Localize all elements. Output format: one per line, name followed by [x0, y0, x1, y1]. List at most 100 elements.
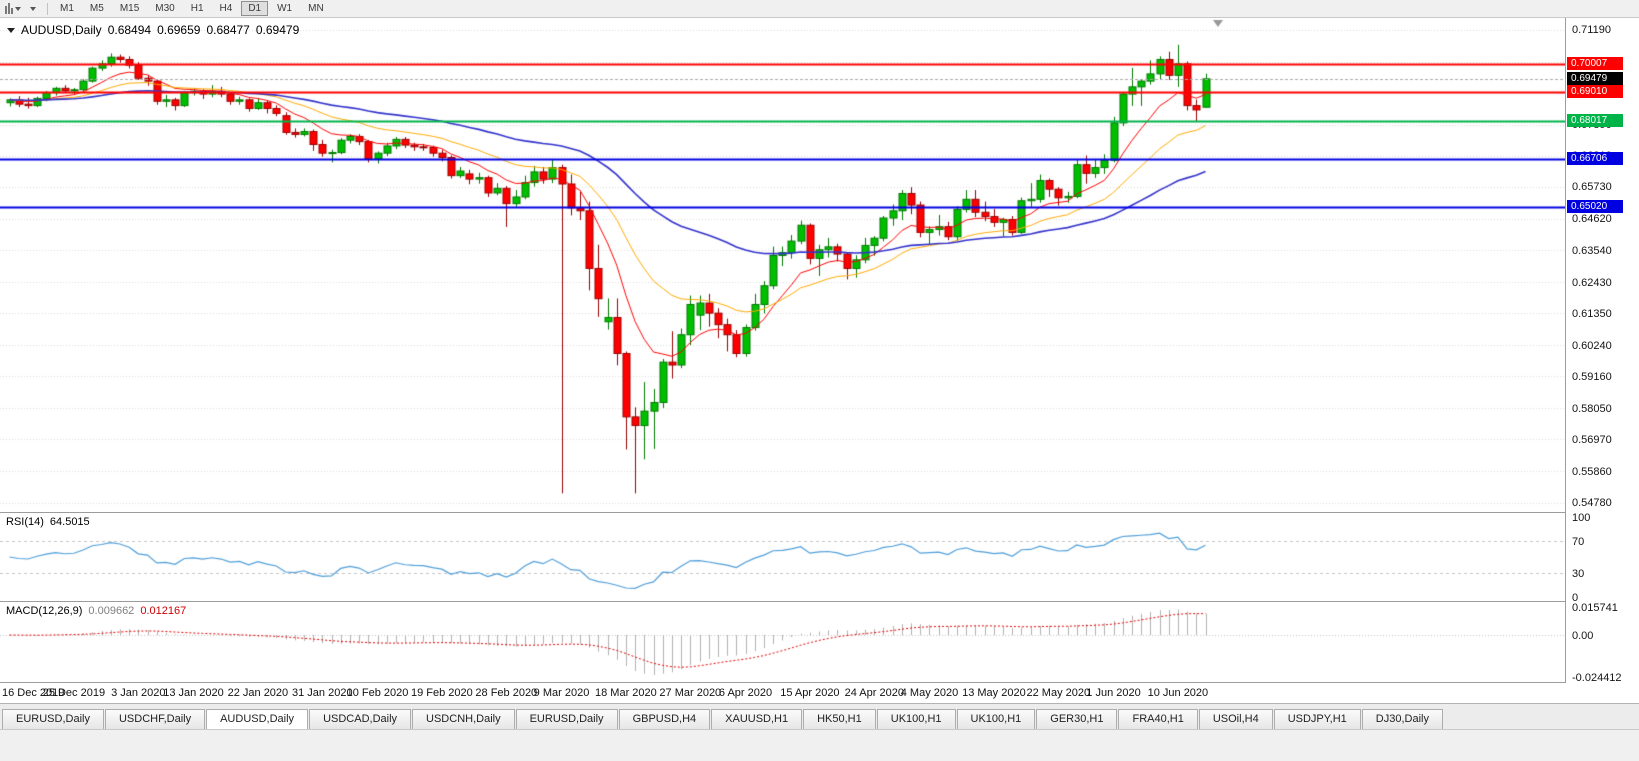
macd-main-value: 0.009662	[88, 605, 135, 617]
price-axis-tick: 0.59160	[1572, 370, 1612, 383]
panel-separator[interactable]	[0, 601, 1639, 602]
price-axis-tick: 0.56970	[1572, 433, 1612, 446]
date-label: 18 Mar 2020	[595, 687, 657, 699]
rsi-name: RSI(14)	[6, 516, 44, 528]
hline-price-tag: 0.70007	[1567, 56, 1623, 70]
chart-area: AUDUSD,Daily 0.68494 0.69659 0.68477 0.6…	[0, 18, 1639, 684]
timeframe-button-w1[interactable]: W1	[277, 3, 293, 14]
date-label: 19 Feb 2020	[411, 687, 473, 699]
rsi-axis-tick: 100	[1572, 511, 1591, 524]
chart-tab-uk100-h1[interactable]: UK100,H1	[956, 709, 1036, 729]
timeframe-button-d1[interactable]: D1	[241, 1, 269, 16]
date-label: 6 Apr 2020	[718, 687, 773, 699]
macd-chart-canvas[interactable]	[0, 602, 1565, 682]
hline-price-tag: 0.65020	[1567, 200, 1623, 214]
chart-title: AUDUSD,Daily 0.68494 0.69659 0.68477 0.6…	[7, 23, 299, 37]
date-label: 1 Jun 2020	[1086, 687, 1141, 699]
chart-tab-eurusd-daily[interactable]: EURUSD,Daily	[515, 709, 618, 729]
date-label: 16 Dec 2019	[2, 687, 65, 699]
chart-tab-usdcnh-daily[interactable]: USDCNH,Daily	[412, 709, 515, 729]
date-label: 22 May 2020	[1026, 687, 1091, 699]
date-label: 10 Feb 2020	[346, 687, 409, 699]
timeframe-button-mn[interactable]: MN	[308, 3, 324, 14]
price-axis-tick: 0.54780	[1572, 497, 1612, 509]
chart-style-icon[interactable]	[3, 2, 23, 16]
chart-symbol-period: AUDUSD,Daily	[21, 23, 102, 37]
date-label: 15 Apr 2020	[780, 687, 840, 699]
price-chart-canvas[interactable]	[0, 18, 1565, 512]
symbol-dropdown-icon[interactable]	[7, 28, 15, 33]
price-axis-tick: 0.65730	[1572, 181, 1612, 194]
rsi-value: 64.5015	[49, 516, 90, 528]
chart-tab-uk100-h1[interactable]: UK100,H1	[876, 709, 956, 729]
chevron-down-icon	[15, 6, 21, 11]
chart-tab-xauusd-h1[interactable]: XAUUSD,H1	[711, 709, 803, 729]
date-label: 27 Mar 2020	[659, 687, 722, 699]
rsi-axis-tick: 70	[1572, 535, 1585, 548]
date-label: 22 Jan 2020	[227, 687, 289, 699]
timeframe-button-h1[interactable]: H1	[190, 3, 204, 14]
chart-tab-fra40-h1[interactable]: FRA40,H1	[1118, 709, 1198, 729]
chart-tab-usdcad-daily[interactable]: USDCAD,Daily	[309, 709, 412, 729]
date-label: 3 Jan 2020	[111, 687, 166, 699]
price-axis-tick: 0.61350	[1572, 307, 1612, 320]
price-axis-tick: 0.64620	[1572, 213, 1612, 226]
date-label: 13 May 2020	[962, 687, 1026, 699]
chart-tab-gbpusd-h4[interactable]: GBPUSD,H4	[618, 709, 711, 729]
time-axis[interactable]: 16 Dec 2019 25 Dec 2019 3 Jan 2020 13 Jan 2…	[0, 683, 1639, 703]
panel-separator	[0, 682, 1639, 683]
macd-axis-tick: 0.00	[1572, 629, 1594, 642]
price-axis-tick: 0.63540	[1572, 244, 1612, 257]
hline-price-tag: 0.68017	[1567, 113, 1623, 127]
macd-signal-value: 0.012167	[140, 605, 187, 617]
timeframe-button-m1[interactable]: M1	[60, 3, 74, 14]
ohlc-low-value: 0.68477	[206, 23, 250, 37]
chart-tab-dj30-daily[interactable]: DJ30,Daily	[1361, 709, 1443, 729]
price-axis-tick: 0.58050	[1572, 402, 1612, 415]
date-label: 28 Feb 2020	[475, 687, 538, 699]
hline-price-tag: 0.66706	[1567, 151, 1623, 165]
price-axis-tick: 0.55860	[1572, 465, 1612, 478]
date-label: 13 Jan 2020	[163, 687, 224, 699]
status-bar-area	[0, 729, 1639, 761]
chart-tab-eurusd-daily[interactable]: EURUSD,Daily	[2, 709, 104, 729]
price-axis-tick: 0.62430	[1572, 276, 1612, 289]
macd-indicator-label: MACD(12,26,9) 0.009662 0.012167	[6, 605, 186, 617]
timeframes-menu-icon[interactable]	[23, 2, 43, 16]
macd-axis-tick: 0.015741	[1572, 602, 1618, 615]
panel-separator[interactable]	[0, 512, 1639, 513]
timeframe-button-m5[interactable]: M5	[89, 3, 104, 14]
price-axis[interactable]: 0.711900.700800.689700.678900.668100.657…	[1565, 18, 1639, 684]
macd-axis-tick: -0.024412	[1572, 671, 1622, 684]
rsi-indicator-label: RSI(14) 64.5015	[6, 516, 90, 528]
chart-tab-usdchf-daily[interactable]: USDCHF,Daily	[104, 709, 206, 729]
timeframe-button-m30[interactable]: M30	[155, 3, 175, 14]
ohlc-high-value: 0.69659	[157, 23, 201, 37]
chart-tab-usoil-h4[interactable]: USOil,H4	[1198, 709, 1273, 729]
toolbar-separator	[47, 2, 48, 15]
hline-price-tag: 0.69010	[1567, 85, 1623, 99]
chevron-down-icon	[30, 6, 36, 11]
timeframe-buttons: M1 M5 M15 M30 H1 H4 D1 W1 MN	[52, 1, 332, 16]
chart-tab-hk50-h1[interactable]: HK50,H1	[803, 709, 876, 729]
rsi-chart-canvas[interactable]	[0, 513, 1565, 601]
bar-chart-glyph	[5, 3, 13, 14]
chart-tab-audusd-daily[interactable]: AUDUSD,Daily	[206, 709, 309, 729]
date-label: 9 Mar 2020	[533, 687, 590, 699]
current-price-tag: 0.69479	[1567, 71, 1623, 85]
timeframe-button-m15[interactable]: M15	[119, 3, 140, 14]
timeframe-button-h4[interactable]: H4	[219, 3, 233, 14]
chart-tab-bar: EURUSD,Daily USDCHF,Daily AUDUSD,Daily USDC…	[0, 703, 1639, 729]
chart-tab-ger30-h1[interactable]: GER30,H1	[1036, 709, 1118, 729]
date-label: 10 Jun 2020	[1147, 687, 1209, 699]
price-axis-tick: 0.71190	[1572, 24, 1611, 36]
date-label: 4 May 2020	[900, 687, 959, 699]
ohlc-open-value: 0.68494	[107, 23, 152, 37]
timeframe-toolbar: M1 M5 M15 M30 H1 H4 D1 W1 MN	[0, 0, 1639, 18]
chart-tab-usdjpy-h1[interactable]: USDJPY,H1	[1273, 709, 1361, 729]
ohlc-close-value: 0.69479	[255, 23, 300, 37]
date-label: 25 Dec 2019	[42, 687, 106, 699]
rsi-axis-tick: 30	[1572, 567, 1585, 580]
macd-name: MACD(12,26,9)	[6, 605, 83, 617]
price-axis-tick: 0.60240	[1572, 339, 1612, 352]
